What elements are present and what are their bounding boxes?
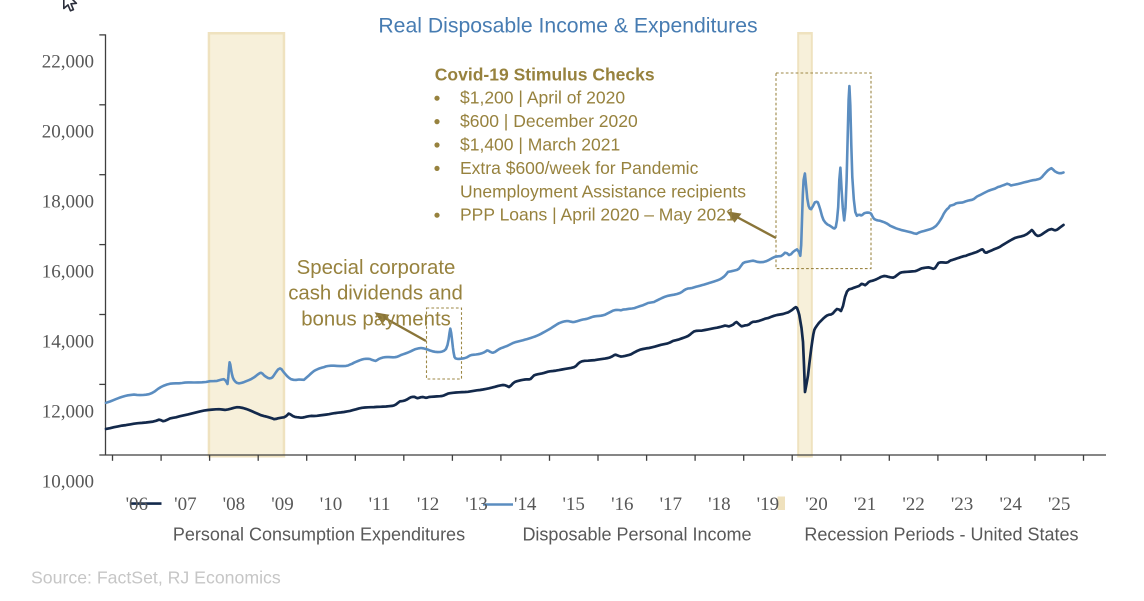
svg-text:Source: FactSet, RJ Economics: Source: FactSet, RJ Economics <box>31 568 281 588</box>
svg-text:Disposable Personal Income: Disposable Personal Income <box>522 525 751 545</box>
svg-text:'09: '09 <box>271 494 293 515</box>
svg-text:'17: '17 <box>660 494 682 515</box>
svg-text:'16: '16 <box>611 494 633 515</box>
svg-text:'13: '13 <box>465 494 487 515</box>
svg-text:'12: '12 <box>417 494 439 515</box>
svg-text:'23: '23 <box>951 494 973 515</box>
svg-text:'20: '20 <box>805 494 827 515</box>
svg-text:cash dividends and: cash dividends and <box>288 283 463 305</box>
svg-text:$1,200 | April of 2020: $1,200 | April of 2020 <box>460 88 625 108</box>
svg-text:'21: '21 <box>854 494 876 515</box>
svg-text:'08: '08 <box>223 494 245 515</box>
svg-text:'06: '06 <box>126 494 148 515</box>
svg-text:Special corporate: Special corporate <box>297 257 456 279</box>
svg-text:'22: '22 <box>902 494 924 515</box>
svg-text:Recession Periods - United Sta: Recession Periods - United States <box>804 525 1078 545</box>
svg-text:'19: '19 <box>757 494 779 515</box>
svg-text:'15: '15 <box>562 494 584 515</box>
svg-text:'14: '14 <box>514 494 537 515</box>
svg-text:Real Disposable Income & Expen: Real Disposable Income & Expenditures <box>378 15 757 38</box>
svg-text:20,000: 20,000 <box>42 122 94 143</box>
svg-text:'18: '18 <box>708 494 730 515</box>
svg-text:'10: '10 <box>320 494 342 515</box>
svg-text:16,000: 16,000 <box>42 262 94 283</box>
svg-text:Extra $600/week for Pandemic: Extra $600/week for Pandemic <box>460 158 699 178</box>
svg-text:'11: '11 <box>369 494 391 515</box>
svg-text:10,000: 10,000 <box>42 472 94 493</box>
svg-text:$1,400 | March 2021: $1,400 | March 2021 <box>460 135 620 155</box>
svg-text:'24: '24 <box>999 494 1022 515</box>
svg-text:'25: '25 <box>1048 494 1070 515</box>
svg-text:bonus payments: bonus payments <box>301 309 451 331</box>
svg-text:Unemployment Assistance recipi: Unemployment Assistance recipients <box>460 181 746 201</box>
svg-text:'07: '07 <box>174 494 196 515</box>
svg-text:Personal Consumption Expenditu: Personal Consumption Expenditures <box>173 525 465 545</box>
svg-text:Covid-19 Stimulus Checks: Covid-19 Stimulus Checks <box>435 64 655 84</box>
svg-text:18,000: 18,000 <box>42 192 94 213</box>
svg-text:22,000: 22,000 <box>42 52 94 73</box>
svg-text:14,000: 14,000 <box>42 332 94 353</box>
svg-text:PPP Loans | April 2020 – May 2: PPP Loans | April 2020 – May 2021 <box>460 205 736 225</box>
svg-text:$600 | December 2020: $600 | December 2020 <box>460 111 638 131</box>
svg-text:12,000: 12,000 <box>42 402 94 423</box>
